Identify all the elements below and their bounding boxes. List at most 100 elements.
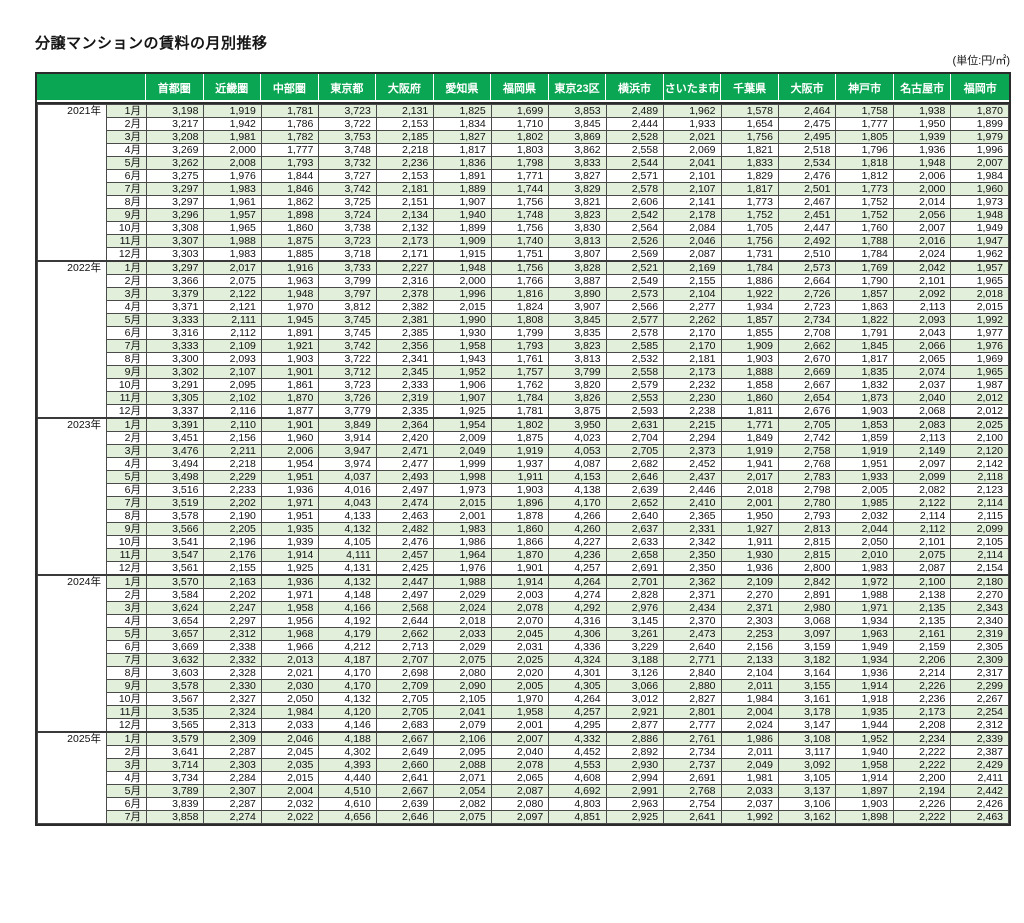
data-cell: 1,983 [835,561,894,576]
data-cell: 1,799 [490,326,550,340]
data-cell: 2,371 [720,601,779,615]
data-cell: 2,980 [777,601,837,615]
data-cell: 1,984 [720,692,779,706]
month-label: 4月 [106,771,147,785]
month-label: 9月 [106,208,147,222]
data-cell: 2,113 [892,300,952,314]
data-cell: 3,624 [145,601,205,615]
data-cell: 1,992 [950,313,1009,327]
data-cell: 4,264 [548,692,607,706]
data-cell: 2,312 [203,627,262,641]
data-cell: 2,033 [260,718,320,733]
data-cell: 2,116 [203,404,262,419]
data-cell: 2,065 [490,771,550,785]
data-cell: 1,914 [490,574,550,589]
data-cell: 1,886 [720,274,779,288]
data-cell: 3,632 [145,653,205,667]
data-cell: 3,578 [145,679,205,693]
data-cell: 2,037 [892,378,952,392]
data-cell: 1,934 [720,300,779,314]
data-cell: 2,100 [892,574,952,589]
data-cell: 2,338 [203,640,262,654]
data-cell: 2,226 [892,797,952,811]
data-cell: 2,082 [892,483,952,497]
column-header-10: さいたま市 [663,74,722,102]
unit-label: (単位:円/㎡) [952,55,1010,67]
data-cell: 4,440 [318,771,377,785]
data-cell: 2,010 [835,548,894,562]
data-cell: 1,936 [260,483,320,497]
data-cell: 2,163 [203,574,262,589]
data-cell: 2,134 [375,208,435,222]
month-label: 5月 [106,784,147,798]
data-cell: 2,218 [375,143,435,157]
data-cell: 3,657 [145,627,205,641]
table-row: 5月 3,657 2,312 1,968 4,179 2,662 2,033 2,045 4,3… [38,627,1009,641]
data-cell: 2,707 [375,653,435,667]
data-cell: 1,986 [720,731,779,746]
data-cell: 1,962 [663,104,722,118]
table-row: 3月 3,476 2,211 2,006 3,947 2,471 2,049 1,919 4,0… [38,444,1009,458]
data-cell: 3,745 [318,313,377,327]
data-cell: 3,723 [318,104,377,118]
data-cell: 1,948 [950,208,1009,222]
data-cell: 1,773 [720,195,779,209]
data-cell: 1,835 [835,365,894,379]
data-cell: 4,132 [318,574,377,589]
data-cell: 3,269 [145,143,205,157]
data-cell: 3,105 [777,771,837,785]
data-cell: 3,742 [318,182,377,196]
data-cell: 1,963 [835,627,894,641]
table-row: 4月 3,269 2,000 1,777 3,748 2,218 1,817 1,803 3,8… [38,143,1009,157]
data-cell: 4,257 [548,705,607,719]
data-cell: 2,307 [203,784,262,798]
data-cell: 3,303 [145,247,205,262]
data-cell: 2,640 [605,509,665,523]
data-cell: 1,936 [835,666,894,680]
data-cell: 2,991 [605,784,665,798]
data-cell: 1,777 [835,117,894,131]
data-cell: 2,040 [892,391,952,405]
data-cell: 1,860 [260,221,320,235]
data-cell: 2,573 [777,260,837,275]
data-cell: 1,836 [433,156,492,170]
data-cell: 2,526 [605,234,665,248]
data-cell: 2,709 [375,679,435,693]
table-row: 12月 3,303 1,983 1,885 3,718 2,171 1,915 1,751 3,… [38,247,1009,262]
month-label: 4月 [106,614,147,628]
data-cell: 2,135 [892,614,952,628]
data-cell: 2,667 [375,731,435,746]
month-label: 4月 [106,300,147,314]
data-cell: 2,783 [777,470,837,484]
data-cell: 3,068 [777,614,837,628]
data-cell: 2,153 [375,117,435,131]
month-label: 7月 [106,810,147,824]
column-header-5: 大阪府 [376,74,434,102]
data-cell: 2,670 [777,352,837,366]
data-cell: 2,758 [777,444,837,458]
data-cell: 3,547 [145,548,205,562]
data-cell: 1,911 [720,535,779,549]
data-cell: 1,758 [835,104,894,118]
data-cell: 2,356 [375,339,435,353]
data-cell: 2,646 [605,470,665,484]
data-cell: 3,178 [777,705,837,719]
data-cell: 1,833 [720,156,779,170]
table-row: 4月 3,654 2,297 1,956 4,192 2,644 2,018 2,070 4,3… [38,614,1009,628]
data-cell: 1,940 [835,745,894,759]
data-cell: 2,110 [203,417,262,432]
data-cell: 1,919 [203,104,262,118]
data-cell: 2,297 [203,614,262,628]
month-label: 11月 [106,705,147,719]
data-cell: 3,830 [548,221,607,235]
month-label: 1月 [106,731,147,746]
data-cell: 1,857 [835,287,894,301]
data-cell: 1,875 [260,234,320,248]
data-cell: 4,188 [318,731,377,746]
data-cell: 2,921 [605,705,665,719]
data-cell: 2,155 [203,561,262,576]
data-cell: 2,074 [892,365,952,379]
data-cell: 1,941 [720,457,779,471]
data-cell: 1,752 [835,195,894,209]
data-cell: 1,870 [490,548,550,562]
